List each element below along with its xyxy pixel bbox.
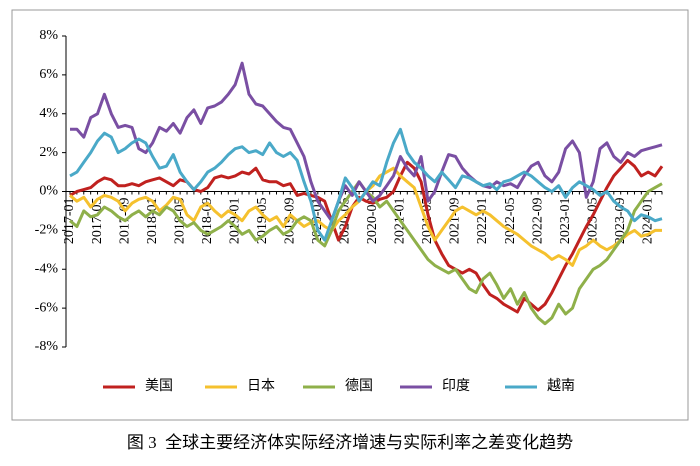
x-tick-label: 2022-01: [475, 198, 490, 245]
series-line: [70, 61, 663, 223]
y-tick-label: 2%: [39, 145, 58, 160]
chart-frame: [11, 9, 689, 421]
legend-label: 越南: [547, 378, 575, 394]
y-tick-label: -6%: [35, 300, 59, 315]
series-line: [69, 127, 663, 242]
y-tick-label: -8%: [35, 339, 59, 354]
x-tick-label: 2023-01: [558, 198, 573, 245]
x-tick-label: 2022-05: [503, 198, 518, 245]
legend-label: 美国: [145, 378, 173, 394]
y-tick-label: 6%: [39, 67, 58, 82]
y-tick-label: 0%: [39, 184, 58, 199]
y-tick-label: 4%: [39, 106, 58, 121]
chart-title: 图 3 全球主要经济体实际经济增速与实际利率之差变化趋势: [127, 433, 573, 452]
x-tick-label: 2020-09: [365, 198, 380, 245]
legend-label: 日本: [247, 378, 275, 394]
y-tick-label: -4%: [35, 261, 59, 276]
legend-label: 德国: [345, 378, 373, 394]
x-tick-label: 2018-01: [145, 198, 160, 245]
y-tick-label: 8%: [39, 28, 58, 43]
legend-label: 印度: [442, 378, 470, 394]
x-tick-label: 2022-09: [530, 198, 545, 245]
x-tick-label: 2017-01: [62, 198, 77, 245]
y-tick-label: -2%: [35, 223, 59, 238]
series-line: [69, 158, 664, 314]
